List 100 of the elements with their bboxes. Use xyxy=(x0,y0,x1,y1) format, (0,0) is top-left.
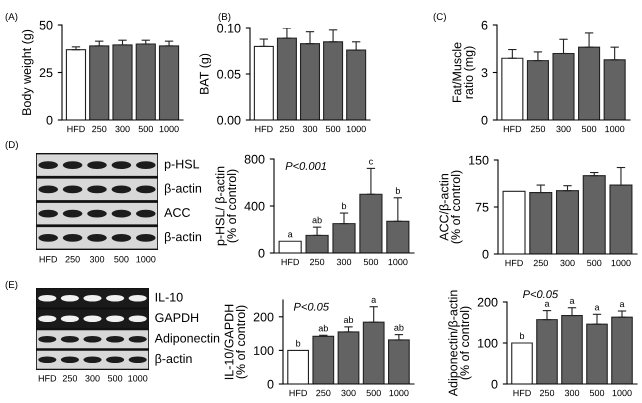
text: β-actin xyxy=(164,232,202,244)
annotation: ab xyxy=(394,324,404,331)
x-tick-label: 1000 xyxy=(612,390,632,396)
x-tick-label: 300 xyxy=(556,126,571,132)
text: β-actin xyxy=(164,184,202,196)
bar xyxy=(556,190,580,254)
x-tick-label: 500 xyxy=(590,390,604,396)
y-tick-label: 200 xyxy=(478,298,498,307)
y-tick-label: 50 xyxy=(40,20,52,30)
y-tick-label: 0.10 xyxy=(217,24,240,33)
text: GAPDH xyxy=(155,313,198,322)
y-tick-label: 800 xyxy=(244,154,264,164)
x-tick-label: HFD xyxy=(290,390,307,396)
annotation: a xyxy=(570,298,575,304)
chart-title: (B) xyxy=(218,12,230,22)
x-tick-label: 500 xyxy=(326,126,340,132)
x-tick-label: 300 xyxy=(564,390,580,396)
annotation: a xyxy=(544,302,550,307)
chart-title: (A) xyxy=(6,12,18,22)
x-tick-label: 1000 xyxy=(346,126,366,132)
y-tick-label: 0.05 xyxy=(217,70,240,79)
y-axis-title: BAT (g) xyxy=(199,54,212,94)
y-tick-label: 0 xyxy=(482,250,488,259)
text: ACC xyxy=(164,208,190,217)
x-tick-label: 500 xyxy=(587,260,602,266)
category-label: 300 xyxy=(85,375,100,382)
x-tick-label: 250 xyxy=(316,390,330,396)
x-tick-label: 250 xyxy=(540,390,554,396)
annotation: P<0.001 xyxy=(286,162,326,170)
annotation: c xyxy=(369,160,373,165)
bar xyxy=(502,190,526,254)
text: IL-10 xyxy=(156,292,183,302)
x-tick-label: 300 xyxy=(560,260,575,266)
x-tick-label: 500 xyxy=(366,390,381,396)
annotation: ab xyxy=(318,324,328,332)
x-tick-label: 250 xyxy=(280,126,294,132)
bar xyxy=(287,350,309,384)
chart-title: (C) xyxy=(434,12,446,22)
x-tick-label: 1000 xyxy=(160,126,179,132)
annotation: a xyxy=(620,302,625,308)
y-tick-label: 150 xyxy=(469,156,488,165)
y-tick-label: 75 xyxy=(476,202,488,212)
x-tick-label: 500 xyxy=(582,126,596,132)
bar xyxy=(312,336,334,384)
y-tick-label: 100 xyxy=(478,338,498,348)
y-tick-label: 0 xyxy=(492,380,498,389)
x-tick-label: HFD xyxy=(513,390,531,396)
y-axis-title: Adiponectin/β-actin (% of control) xyxy=(448,290,472,396)
category-label: 250 xyxy=(62,375,78,382)
annotation: b xyxy=(520,332,524,340)
x-tick-label: 500 xyxy=(364,258,378,266)
text: (E) xyxy=(6,280,18,290)
y-axis-title: Fat/Muscle ratio (mg) xyxy=(452,42,476,102)
category-label: 500 xyxy=(108,375,122,382)
text: P<0.05 xyxy=(522,290,558,298)
text: p-HSL xyxy=(164,160,200,171)
y-tick-label: 200 xyxy=(254,312,274,322)
annotation: ab xyxy=(344,316,354,324)
y-axis-title: p-HSL/ β-actin (% of control) xyxy=(215,166,239,246)
annotation: P<0.05 xyxy=(294,302,330,311)
category-label: HFD xyxy=(38,375,56,382)
x-tick-label: 250 xyxy=(534,260,548,266)
y-tick-label: 0 xyxy=(46,116,52,125)
x-tick-label: 1000 xyxy=(388,258,408,266)
bar xyxy=(278,240,302,253)
y-tick-label: 0 xyxy=(258,248,264,258)
annotation: a xyxy=(372,298,376,303)
x-tick-label: 250 xyxy=(92,126,106,132)
y-axis-title: ACC/β-actin (% of control) xyxy=(439,170,463,244)
y-tick-label: 0.00 xyxy=(217,116,240,125)
x-tick-label: 300 xyxy=(336,258,352,266)
x-tick-label: 1000 xyxy=(390,390,409,396)
y-tick-label: 100 xyxy=(254,346,274,356)
text: Adiponectin xyxy=(154,333,220,346)
bar xyxy=(511,342,533,384)
x-tick-label: 1000 xyxy=(612,260,631,266)
x-tick-label: 250 xyxy=(310,258,324,266)
bar xyxy=(582,175,606,254)
bar xyxy=(338,331,360,384)
x-tick-label: HFD xyxy=(67,126,85,132)
y-axis-title: Body weight (g) xyxy=(22,30,34,115)
annotation: b xyxy=(396,187,400,194)
x-tick-label: 250 xyxy=(530,126,546,132)
x-tick-label: 1000 xyxy=(605,126,624,132)
y-tick-label: 3 xyxy=(482,68,488,78)
x-tick-label: 500 xyxy=(138,126,153,132)
text: β-actin xyxy=(156,354,192,366)
category-label: 1000 xyxy=(128,375,148,382)
annotation: a xyxy=(594,305,600,310)
annotation: ab xyxy=(312,216,322,224)
y-tick-label: 6 xyxy=(482,20,488,30)
annotation: b xyxy=(296,340,300,347)
x-tick-label: 300 xyxy=(302,126,318,132)
bar xyxy=(388,339,410,384)
x-tick-label: 300 xyxy=(115,126,130,132)
x-tick-label: HFD xyxy=(506,260,523,266)
annotation: b xyxy=(342,202,346,210)
y-tick-label: 0 xyxy=(268,380,274,389)
x-tick-label: HFD xyxy=(282,258,299,266)
y-tick-label: 0 xyxy=(482,116,488,125)
